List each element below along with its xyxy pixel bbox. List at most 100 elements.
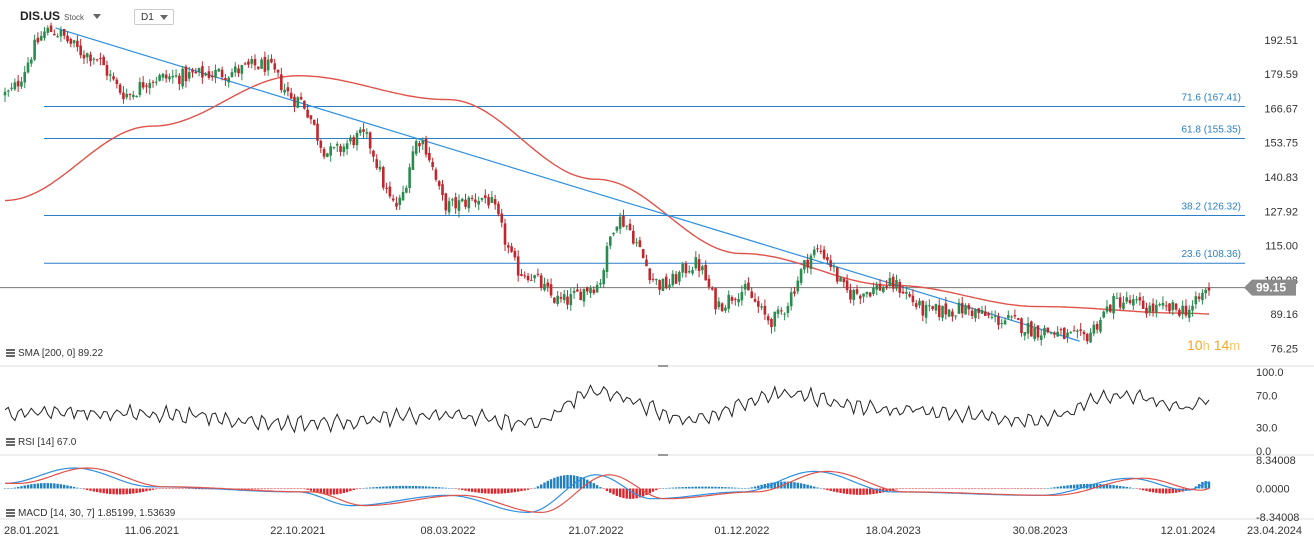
candle-body <box>740 291 744 301</box>
candle-body <box>339 146 342 152</box>
candle-body <box>1013 315 1017 317</box>
macd-histogram-bar <box>1076 484 1079 489</box>
sma-indicator-label[interactable]: SMA [200, 0] 89.22 <box>6 348 103 359</box>
candle-body <box>266 59 270 71</box>
macd-histogram-bar <box>961 488 964 490</box>
macd-histogram-bar <box>530 488 533 489</box>
macd-histogram-bar <box>671 487 674 489</box>
macd-histogram-bar <box>382 486 385 489</box>
macd-histogram-bar <box>1056 486 1059 489</box>
candle-body <box>819 250 823 252</box>
candle-body <box>303 100 306 109</box>
macd-histogram-bar <box>69 486 72 489</box>
indicator-settings-icon[interactable] <box>6 438 15 447</box>
candle-body <box>523 275 527 277</box>
macd-histogram-bar <box>563 475 566 489</box>
macd-histogram-bar <box>556 476 559 489</box>
candle-body <box>1099 319 1102 332</box>
candle-body <box>780 310 783 312</box>
macd-histogram-bar <box>43 483 46 489</box>
candle-body <box>16 80 20 87</box>
macd-histogram-bar <box>1132 488 1135 489</box>
macd-histogram-bar <box>740 488 744 489</box>
candle-body <box>220 69 224 78</box>
macd-label-text: MACD [14, 30, 7] 1.85199, 1.53639 <box>18 508 176 519</box>
candle-body <box>536 273 540 275</box>
candle-body <box>464 199 467 207</box>
macd-histogram-bar <box>872 488 875 495</box>
macd-histogram-bar <box>484 488 487 494</box>
trendline-group <box>55 27 1080 342</box>
timeframe-dropdown[interactable]: D1 <box>134 9 174 25</box>
candlestick-series[interactable] <box>3 22 1211 346</box>
candle-body <box>451 199 454 201</box>
candle-body <box>493 199 497 205</box>
candle-body <box>1191 305 1194 311</box>
macd-histogram-bar <box>885 488 888 492</box>
macd-histogram-bar <box>938 488 941 489</box>
macd-histogram-bar <box>39 483 43 489</box>
macd-histogram-bar <box>1135 488 1138 489</box>
candle-body <box>546 282 550 287</box>
macd-histogram-bar <box>1204 480 1207 489</box>
macd-histogram-bar <box>1122 486 1125 489</box>
chevron-down-icon[interactable] <box>93 14 102 20</box>
indicator-settings-icon[interactable] <box>6 349 15 358</box>
macd-histogram-bar <box>444 487 448 489</box>
candle-body <box>319 140 323 148</box>
macd-histogram-bar <box>638 488 642 498</box>
candle-body <box>1016 318 1020 320</box>
candle-body <box>158 75 161 81</box>
candle-body <box>599 282 602 285</box>
candle-body <box>803 260 806 270</box>
candle-body <box>1204 289 1207 294</box>
candle-body <box>1079 329 1082 331</box>
price-tick-label: 166.67 <box>1264 103 1298 115</box>
macd-histogram-bar <box>286 488 290 489</box>
macd-histogram-bar <box>72 486 76 489</box>
macd-histogram-bar <box>944 488 948 489</box>
candle-body <box>947 309 951 317</box>
macd-histogram-bar <box>451 488 454 489</box>
candle-body <box>82 54 86 59</box>
macd-histogram-bar <box>421 486 424 489</box>
candle-body <box>474 199 477 203</box>
macd-histogram-bar <box>809 485 813 489</box>
macd-signal-line <box>5 467 1210 514</box>
candle-body <box>1046 327 1050 333</box>
indicator-settings-icon[interactable] <box>6 509 15 518</box>
date-axis: 28.01.2021 11.06.2021 22.10.2021 08.03.2022… <box>4 525 1302 537</box>
candle-body <box>89 54 92 62</box>
macd-histogram-bar <box>332 488 336 495</box>
macd-histogram-bar <box>270 488 273 490</box>
candle-body <box>204 73 207 76</box>
symbol-selector[interactable]: DIS.US Stock <box>20 9 102 23</box>
candle-body <box>842 278 846 283</box>
rsi-indicator-label[interactable]: RSI [14] 67.0 <box>6 437 76 448</box>
macd-histogram-bar <box>915 488 918 489</box>
candle-body <box>855 289 859 294</box>
candle-body <box>30 59 33 64</box>
macd-histogram-bar <box>826 488 829 491</box>
chevron-down-icon[interactable] <box>160 15 168 20</box>
macd-histogram-bar <box>1026 488 1030 489</box>
macd-indicator-label[interactable]: MACD [14, 30, 7] 1.85199, 1.53639 <box>6 508 175 519</box>
macd-histogram-bar <box>66 485 69 489</box>
candle-body <box>39 35 43 41</box>
candle-body <box>1109 304 1112 312</box>
candle-body <box>1174 303 1178 310</box>
macd-histogram-bar <box>273 488 276 490</box>
macd-histogram-bar <box>882 488 885 493</box>
candle-body <box>997 316 1000 325</box>
candle-body <box>928 305 931 307</box>
macd-histogram-bar <box>378 486 382 489</box>
grid-lines <box>0 365 1314 520</box>
candle-body <box>829 260 832 267</box>
macd-histogram-bar <box>326 488 329 495</box>
macd-histogram-bar <box>184 488 188 489</box>
macd-histogram-bar <box>704 486 707 489</box>
candle-body <box>816 248 819 250</box>
macd-histogram-bar <box>540 484 543 489</box>
macd-histogram-bar <box>105 488 109 494</box>
